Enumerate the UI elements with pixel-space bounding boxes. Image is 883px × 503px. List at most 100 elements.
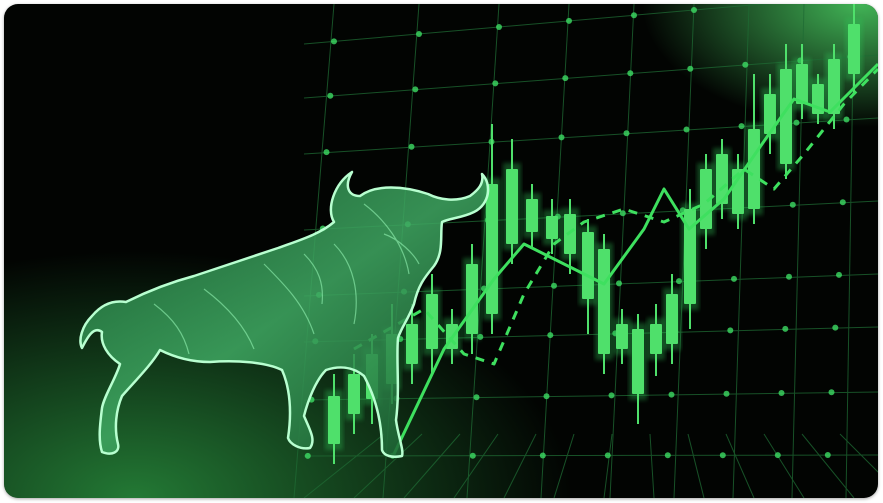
grid-floor-line — [687, 433, 705, 498]
candle — [697, 154, 715, 249]
candle-body — [466, 264, 478, 334]
grid-node — [691, 7, 697, 13]
grid-node — [562, 75, 569, 82]
candle — [809, 74, 827, 124]
grid-node — [742, 61, 749, 68]
candle — [503, 139, 521, 264]
grid-node — [782, 325, 789, 332]
grid-node — [836, 271, 842, 278]
grid-node — [668, 391, 675, 398]
bull-figure — [79, 170, 490, 458]
grid-floor-line — [553, 433, 575, 498]
grid-floor-line — [763, 433, 805, 498]
candle — [793, 44, 811, 119]
candle-body — [328, 396, 340, 444]
candle — [325, 374, 343, 464]
grid-node — [676, 278, 682, 285]
candle — [483, 124, 501, 334]
grid-node — [551, 282, 557, 289]
candle-body — [632, 329, 644, 394]
grid-node — [687, 65, 694, 72]
grid-node — [727, 327, 734, 334]
candle — [543, 199, 561, 254]
candle-body — [506, 169, 518, 244]
candle — [729, 154, 747, 229]
candle-body — [700, 169, 712, 229]
grid-node — [539, 452, 546, 459]
candlestick-series — [325, 4, 863, 464]
bull-outline — [79, 170, 490, 458]
candle-body — [486, 184, 498, 314]
grid-node — [558, 134, 565, 141]
candle-body — [796, 64, 808, 104]
candle-body — [426, 294, 438, 349]
grid-floor-line — [603, 433, 613, 498]
candle-body — [848, 24, 860, 74]
grid-node — [631, 12, 637, 19]
candle-body — [406, 324, 418, 364]
grid-node — [304, 452, 311, 459]
grid-node — [566, 17, 572, 24]
grid-node — [619, 210, 626, 217]
candle-body — [748, 129, 760, 209]
candle-body — [598, 249, 610, 354]
grid-node — [832, 324, 839, 331]
grid-node — [786, 273, 792, 280]
grid-node — [543, 393, 550, 400]
candle — [663, 274, 681, 364]
grid-node — [604, 452, 611, 459]
grid-node — [731, 275, 737, 282]
candle-body — [348, 374, 360, 414]
grid-vertical-line — [732, 4, 750, 498]
grid-floor-line — [403, 433, 461, 498]
candle-body — [828, 59, 840, 114]
grid-node — [473, 394, 480, 401]
grid-floor-line — [503, 433, 537, 498]
candle-body — [764, 94, 776, 134]
grid-node — [778, 390, 785, 396]
grid-node — [496, 24, 502, 30]
candle — [825, 44, 843, 129]
grid-node — [824, 452, 831, 458]
bull-texture — [153, 203, 420, 355]
grid-node — [492, 80, 499, 87]
grid-node — [723, 390, 730, 397]
candle-body — [582, 232, 594, 299]
grid-node — [738, 123, 745, 130]
candle — [595, 234, 613, 374]
grid-floor-line — [839, 433, 878, 473]
grid-node — [327, 92, 334, 99]
candle — [681, 189, 699, 329]
hero-image — [4, 4, 878, 498]
candle-body — [616, 324, 628, 349]
candle-body — [716, 154, 728, 204]
candle-body — [650, 324, 662, 354]
grid-floor-line — [303, 433, 385, 498]
grid-node — [408, 143, 415, 150]
grid-node — [623, 130, 630, 137]
grid-node — [323, 149, 330, 156]
grid-horizontal-line — [303, 54, 878, 99]
grid-floor-line — [649, 433, 655, 498]
grid-node — [719, 452, 726, 459]
grid-node — [416, 31, 422, 37]
grid-node — [843, 116, 850, 123]
grid-node — [547, 332, 554, 339]
candle-body — [780, 69, 792, 164]
grid-horizontal-line — [303, 4, 769, 45]
candle — [845, 4, 863, 94]
candle — [523, 184, 541, 249]
grid-vertical-line — [540, 4, 570, 498]
grid-floor-line — [801, 433, 855, 498]
trend-line-solid — [392, 62, 878, 455]
candle-body — [732, 169, 744, 214]
bull-body — [80, 172, 489, 457]
grid-node — [774, 452, 781, 459]
grid-node — [331, 38, 337, 45]
grid-node — [683, 126, 690, 133]
candle-body — [684, 209, 696, 304]
candle — [647, 304, 665, 376]
grid-node — [839, 199, 846, 206]
grid-floor-line — [453, 433, 499, 498]
candle-body — [666, 294, 678, 344]
